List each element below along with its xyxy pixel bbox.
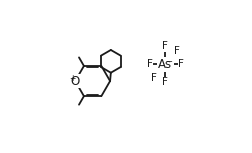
Text: F: F xyxy=(163,41,168,51)
Text: F: F xyxy=(151,73,156,83)
Text: −: − xyxy=(166,57,173,66)
Text: O: O xyxy=(71,75,80,88)
Text: F: F xyxy=(163,77,168,88)
Text: F: F xyxy=(178,59,184,69)
Text: +: + xyxy=(70,74,76,83)
Text: F: F xyxy=(147,59,153,69)
Text: As: As xyxy=(158,58,172,71)
Text: F: F xyxy=(174,45,180,56)
